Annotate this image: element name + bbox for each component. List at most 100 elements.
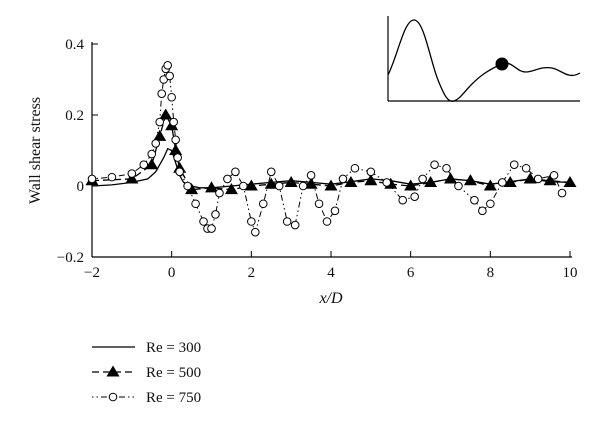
data-point-circle xyxy=(215,188,224,198)
data-point-circle xyxy=(175,167,184,177)
data-point-circle xyxy=(509,160,519,169)
y-tick-label: −0.2 xyxy=(57,250,84,266)
data-point-triangle xyxy=(523,172,537,184)
data-point-circle xyxy=(108,392,118,402)
data-point-circle xyxy=(282,217,292,226)
x-axis-label: x/D xyxy=(318,290,343,307)
data-point-circle xyxy=(497,178,507,187)
data-point-circle xyxy=(330,206,340,216)
legend-item-2: Re = 750 xyxy=(92,390,201,406)
data-point-circle xyxy=(155,117,165,127)
data-point-circle xyxy=(266,167,276,177)
data-point-circle xyxy=(173,153,182,162)
x-tick-label: 4 xyxy=(327,265,335,281)
data-point-circle xyxy=(521,163,531,173)
data-point-triangle xyxy=(106,365,120,377)
data-point-circle xyxy=(157,89,167,98)
data-point-circle xyxy=(147,149,157,159)
data-point-circle xyxy=(366,167,376,177)
data-point-triangle xyxy=(145,158,159,170)
legend-label: Re = 750 xyxy=(146,390,201,406)
data-point-triangle xyxy=(424,175,438,187)
data-point-triangle xyxy=(364,174,378,186)
data-point-circle xyxy=(199,217,208,226)
data-point-circle xyxy=(322,217,332,226)
data-point-circle xyxy=(139,160,149,169)
data-point-circle xyxy=(478,206,487,216)
x-tick-label: 0 xyxy=(168,265,176,281)
data-point-circle xyxy=(165,71,174,81)
data-point-circle xyxy=(167,92,176,102)
data-point-circle xyxy=(171,135,180,145)
data-point-circle xyxy=(470,195,479,205)
data-point-circle xyxy=(533,174,543,184)
legend-label: Re = 500 xyxy=(146,365,201,381)
data-point-triangle xyxy=(284,175,298,187)
data-point-circle xyxy=(549,171,559,180)
inset-curve xyxy=(387,19,581,102)
legend-label: Re = 300 xyxy=(146,340,201,356)
legend-item-1: Re = 500 xyxy=(92,365,201,381)
data-point-circle xyxy=(258,199,268,209)
data-point-circle xyxy=(290,220,300,230)
data-point-circle xyxy=(410,192,419,201)
data-point-circle xyxy=(454,181,463,191)
data-point-triangle xyxy=(324,179,338,191)
data-point-circle xyxy=(151,139,161,148)
y-tick-label: 0.2 xyxy=(65,108,84,124)
data-point-circle xyxy=(183,181,192,191)
x-tick-label: 8 xyxy=(487,265,495,281)
data-point-circle xyxy=(169,117,178,127)
data-point-circle xyxy=(211,210,220,219)
y-tick-label: 0 xyxy=(77,179,85,195)
x-tick-label: −2 xyxy=(84,265,100,281)
series-2 xyxy=(87,61,567,237)
data-point-triangle xyxy=(169,144,183,156)
y-tick-label: 0.4 xyxy=(65,37,84,53)
data-point-triangle xyxy=(483,179,497,191)
x-tick-label: 10 xyxy=(563,265,578,281)
x-tick-label: 2 xyxy=(248,265,256,281)
data-point-circle xyxy=(398,195,408,205)
data-point-circle xyxy=(87,174,97,184)
data-point-triangle xyxy=(344,175,358,187)
data-point-triangle xyxy=(404,179,418,191)
data-point-circle xyxy=(107,172,117,182)
data-point-triangle xyxy=(224,183,238,195)
data-point-circle xyxy=(247,217,256,226)
data-point-circle xyxy=(338,174,348,184)
inset-position-marker xyxy=(495,57,509,71)
data-point-triangle xyxy=(503,175,517,187)
x-tick-label: 6 xyxy=(407,265,415,281)
data-point-circle xyxy=(251,227,260,237)
data-point-triangle xyxy=(463,174,477,186)
data-point-circle xyxy=(557,188,567,198)
data-point-triangle xyxy=(205,181,218,193)
data-point-triangle xyxy=(444,172,457,184)
data-point-triangle xyxy=(159,108,173,120)
data-point-circle xyxy=(127,169,137,178)
data-point-triangle xyxy=(543,174,557,186)
data-point-circle xyxy=(274,181,284,191)
data-point-circle xyxy=(306,171,316,180)
legend-item-0: Re = 300 xyxy=(92,340,201,356)
data-point-circle xyxy=(430,160,439,169)
data-point-triangle xyxy=(563,175,577,187)
data-point-circle xyxy=(191,199,200,209)
data-point-triangle xyxy=(185,183,199,195)
series-line xyxy=(91,113,571,191)
data-point-circle xyxy=(314,199,324,209)
y-axis-label: Wall shear stress xyxy=(27,97,44,204)
data-point-circle xyxy=(163,61,172,70)
data-point-circle xyxy=(486,199,495,209)
data-point-circle xyxy=(418,174,427,184)
data-point-circle xyxy=(350,163,360,173)
data-point-circle xyxy=(231,167,240,177)
data-point-triangle xyxy=(244,179,258,191)
data-point-circle xyxy=(239,181,248,191)
data-point-circle xyxy=(223,174,232,184)
inset-diagram xyxy=(387,16,581,102)
data-point-triangle xyxy=(125,172,139,184)
data-point-circle xyxy=(382,178,392,187)
